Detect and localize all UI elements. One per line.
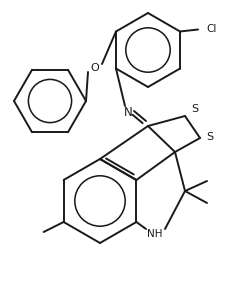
- Text: NH: NH: [147, 229, 163, 239]
- Text: N: N: [124, 106, 132, 118]
- Text: Cl: Cl: [206, 25, 216, 35]
- Text: S: S: [206, 132, 213, 142]
- Text: S: S: [191, 104, 198, 114]
- Text: O: O: [91, 63, 99, 73]
